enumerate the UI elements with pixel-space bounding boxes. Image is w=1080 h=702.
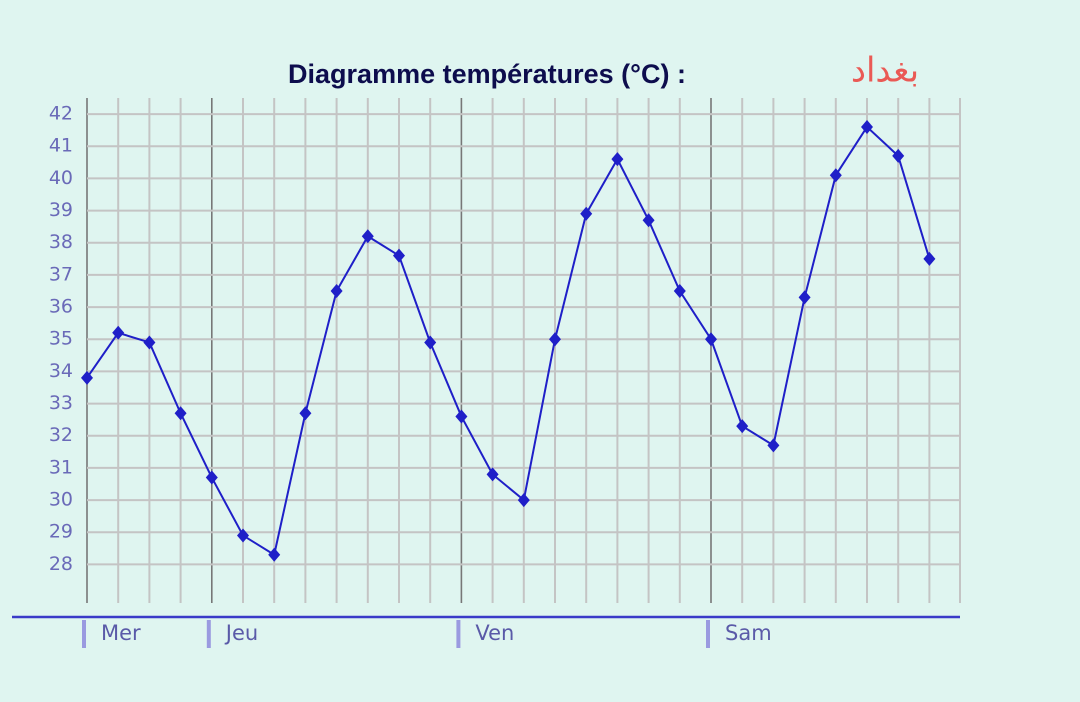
- marker: [705, 332, 717, 347]
- marker: [549, 332, 561, 347]
- marker: [330, 283, 343, 298]
- marker: [237, 528, 249, 543]
- y-tick-label: 35: [49, 328, 73, 350]
- marker: [861, 119, 873, 134]
- y-tick-label: 41: [49, 135, 73, 157]
- marker: [517, 493, 530, 508]
- marker: [736, 419, 749, 434]
- x-tick-label: Sam: [725, 621, 772, 645]
- marker: [393, 248, 405, 263]
- marker: [486, 467, 499, 482]
- marker: [81, 370, 93, 385]
- marker: [299, 406, 312, 421]
- y-tick-label: 40: [49, 167, 73, 189]
- marker: [673, 283, 686, 298]
- y-tick-label: 33: [49, 392, 73, 414]
- marker: [143, 335, 156, 350]
- y-tick-label: 39: [49, 199, 73, 221]
- y-tick-label: 30: [49, 489, 73, 511]
- chart-title: Diagramme températures (°C) :: [288, 59, 686, 89]
- marker: [798, 290, 811, 305]
- marker: [580, 206, 593, 221]
- marker: [205, 470, 218, 485]
- city-name: بغداد: [851, 51, 919, 91]
- marker: [361, 229, 374, 244]
- marker: [892, 148, 905, 163]
- y-tick-label: 38: [49, 231, 73, 253]
- marker: [268, 547, 281, 562]
- x-tick-label: Ven: [475, 621, 514, 645]
- x-tick-label: Jeu: [224, 621, 258, 645]
- marker: [174, 406, 187, 421]
- marker: [767, 438, 780, 453]
- marker: [923, 251, 936, 266]
- y-tick-label: 32: [49, 424, 73, 446]
- marker: [112, 325, 125, 340]
- x-tick-label: Mer: [101, 621, 141, 645]
- y-tick-label: 42: [49, 103, 73, 125]
- y-tick-label: 34: [49, 360, 73, 382]
- y-tick-label: 29: [49, 521, 73, 543]
- marker: [642, 213, 655, 228]
- y-tick-label: 31: [49, 456, 73, 478]
- temperature-line: [86, 125, 931, 557]
- marker: [424, 335, 437, 350]
- marker: [829, 168, 842, 183]
- y-tick-label: 28: [49, 553, 73, 575]
- marker: [611, 152, 624, 167]
- y-tick-label: 37: [49, 263, 73, 285]
- y-tick-label: 36: [49, 296, 73, 318]
- marker: [455, 409, 468, 424]
